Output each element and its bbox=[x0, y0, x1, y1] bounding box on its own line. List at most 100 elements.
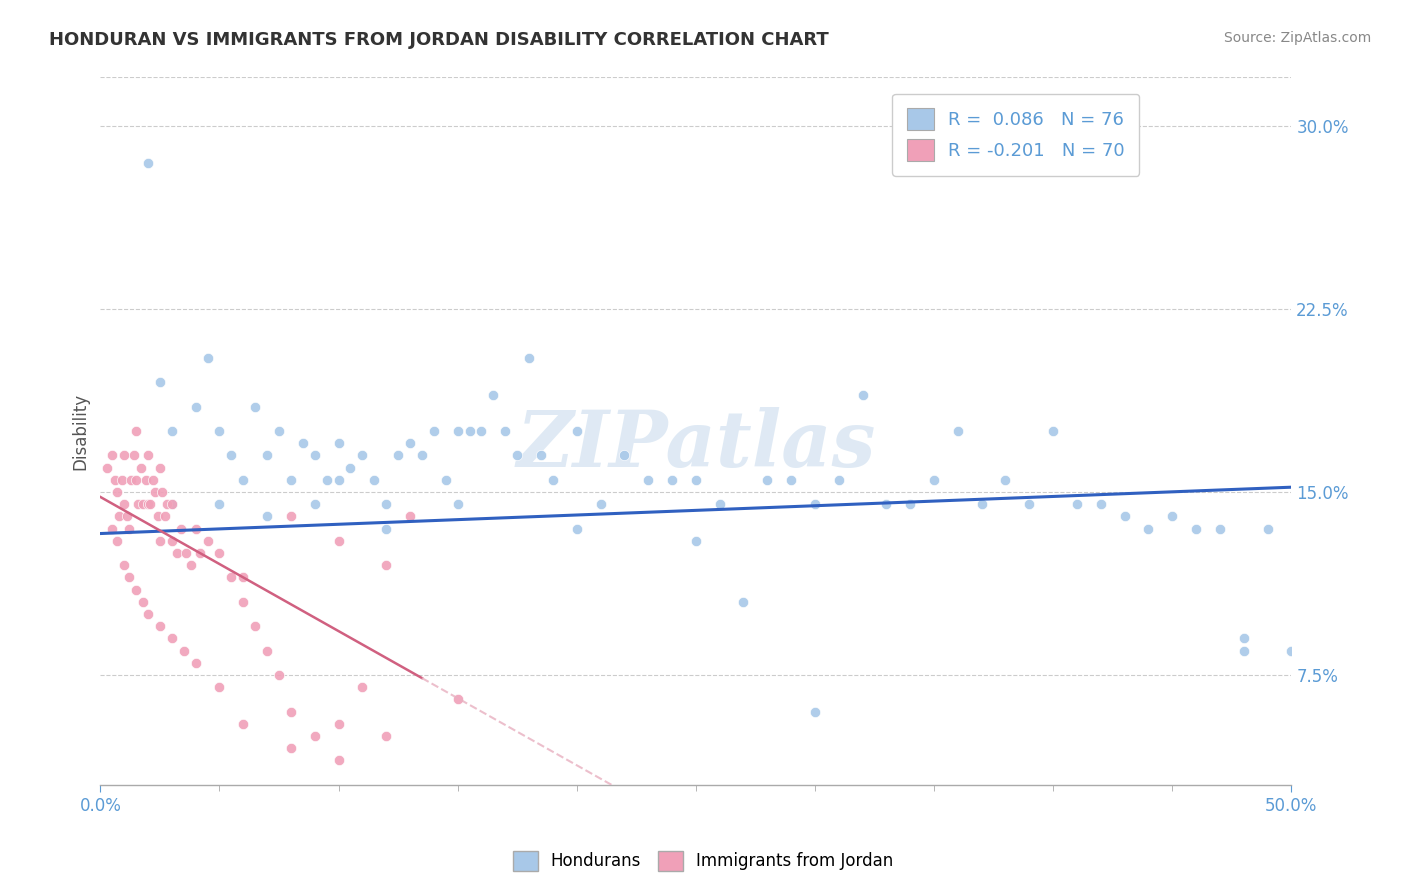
Point bbox=[118, 570, 141, 584]
Point bbox=[328, 716, 350, 731]
Legend: R =  0.086   N = 76, R = -0.201   N = 70: R = 0.086 N = 76, R = -0.201 N = 70 bbox=[893, 94, 1139, 176]
Point bbox=[446, 497, 468, 511]
Point bbox=[541, 473, 564, 487]
Point bbox=[661, 473, 683, 487]
Point bbox=[127, 497, 149, 511]
Point bbox=[232, 595, 254, 609]
Point bbox=[105, 533, 128, 548]
Point bbox=[221, 570, 243, 584]
Point bbox=[530, 449, 553, 463]
Point bbox=[280, 705, 302, 719]
Point bbox=[174, 546, 197, 560]
Point bbox=[399, 509, 422, 524]
Point bbox=[108, 509, 131, 524]
Point bbox=[1185, 522, 1208, 536]
Point bbox=[173, 643, 195, 657]
Point bbox=[160, 533, 183, 548]
Point bbox=[112, 449, 135, 463]
Point bbox=[166, 546, 188, 560]
Point bbox=[135, 473, 157, 487]
Point bbox=[328, 473, 350, 487]
Point bbox=[1090, 497, 1112, 511]
Point bbox=[589, 497, 612, 511]
Point bbox=[1018, 497, 1040, 511]
Point bbox=[96, 460, 118, 475]
Point bbox=[232, 716, 254, 731]
Point bbox=[315, 473, 337, 487]
Point bbox=[156, 497, 179, 511]
Point bbox=[197, 533, 219, 548]
Point bbox=[232, 570, 254, 584]
Point bbox=[1066, 497, 1088, 511]
Point bbox=[922, 473, 945, 487]
Point bbox=[243, 400, 266, 414]
Point bbox=[280, 741, 302, 756]
Point bbox=[637, 473, 659, 487]
Point bbox=[328, 753, 350, 767]
Point bbox=[256, 509, 278, 524]
Point bbox=[363, 473, 385, 487]
Point bbox=[304, 497, 326, 511]
Point bbox=[132, 595, 155, 609]
Point bbox=[208, 424, 231, 438]
Point bbox=[256, 643, 278, 657]
Point bbox=[146, 509, 169, 524]
Point bbox=[184, 656, 207, 670]
Point bbox=[304, 449, 326, 463]
Point bbox=[190, 546, 212, 560]
Point bbox=[118, 522, 141, 536]
Point bbox=[851, 387, 873, 401]
Point bbox=[1209, 522, 1232, 536]
Point bbox=[160, 632, 183, 646]
Point bbox=[1257, 522, 1279, 536]
Point bbox=[104, 473, 127, 487]
Point bbox=[291, 436, 314, 450]
Point bbox=[1233, 632, 1256, 646]
Text: ZIPatlas: ZIPatlas bbox=[516, 407, 876, 483]
Point bbox=[804, 497, 827, 511]
Point bbox=[304, 729, 326, 743]
Point bbox=[112, 497, 135, 511]
Point bbox=[149, 533, 172, 548]
Text: Source: ZipAtlas.com: Source: ZipAtlas.com bbox=[1223, 31, 1371, 45]
Point bbox=[221, 449, 243, 463]
Point bbox=[136, 449, 159, 463]
Point bbox=[446, 692, 468, 706]
Point bbox=[160, 424, 183, 438]
Point bbox=[1114, 509, 1136, 524]
Point bbox=[256, 449, 278, 463]
Y-axis label: Disability: Disability bbox=[72, 392, 89, 470]
Point bbox=[208, 497, 231, 511]
Point bbox=[208, 546, 231, 560]
Point bbox=[458, 424, 481, 438]
Point bbox=[994, 473, 1017, 487]
Point bbox=[828, 473, 851, 487]
Point bbox=[434, 473, 457, 487]
Point bbox=[482, 387, 505, 401]
Point bbox=[470, 424, 492, 438]
Point bbox=[120, 473, 142, 487]
Point bbox=[243, 619, 266, 633]
Point bbox=[517, 351, 540, 365]
Point bbox=[375, 497, 398, 511]
Point bbox=[946, 424, 969, 438]
Point bbox=[780, 473, 803, 487]
Point bbox=[613, 449, 636, 463]
Point bbox=[125, 582, 148, 597]
Point bbox=[399, 436, 422, 450]
Point bbox=[267, 668, 290, 682]
Point bbox=[149, 619, 172, 633]
Point bbox=[733, 595, 755, 609]
Point bbox=[184, 522, 207, 536]
Point bbox=[267, 424, 290, 438]
Point bbox=[101, 522, 124, 536]
Point bbox=[142, 473, 165, 487]
Point bbox=[111, 473, 134, 487]
Point bbox=[685, 533, 707, 548]
Point bbox=[804, 705, 827, 719]
Point bbox=[232, 473, 254, 487]
Point bbox=[129, 460, 152, 475]
Point bbox=[280, 473, 302, 487]
Point bbox=[160, 497, 183, 511]
Point bbox=[280, 509, 302, 524]
